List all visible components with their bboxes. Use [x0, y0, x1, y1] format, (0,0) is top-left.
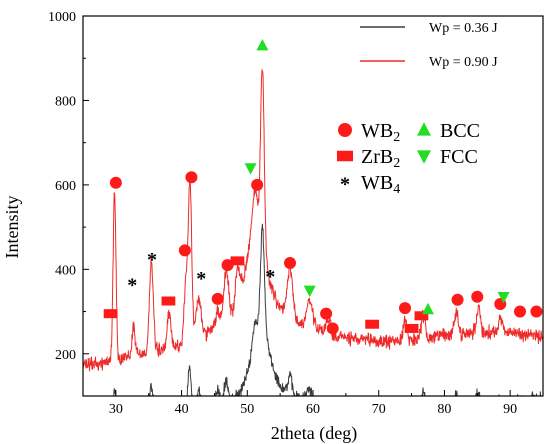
phase-marker-fcc	[244, 163, 257, 175]
legend-marker-bcc	[417, 122, 431, 136]
phase-marker-wb2	[178, 244, 191, 257]
phase-marker-zrb2	[230, 256, 245, 266]
series-legend: Wp = 0.36 J Wp = 0.90 J	[360, 21, 498, 70]
phase-marker-wb4: *	[196, 268, 206, 290]
series-layer	[83, 68, 543, 396]
y-tick-label: 800	[55, 94, 76, 109]
legend-phase-label: BCC	[440, 120, 480, 142]
phase-marker-zrb2	[414, 311, 429, 321]
phase-marker-wb2	[514, 305, 526, 318]
phase-marker-wb2	[326, 322, 339, 335]
legend-label-1: Wp = 0.36 J	[429, 21, 498, 36]
phase-marker-wb2	[320, 307, 333, 320]
legend-phase-label: WB4	[361, 172, 400, 197]
legend-phase-label: FCC	[440, 146, 478, 168]
y-tick-label: 600	[55, 179, 76, 194]
phase-marker-wb2	[451, 293, 464, 306]
phase-marker-wb2	[211, 292, 224, 305]
plot-frame	[82, 15, 544, 397]
phase-marker-wb4: *	[127, 274, 137, 296]
legend-marker-fcc	[417, 150, 431, 164]
phase-marker-bcc	[256, 38, 269, 51]
phase-marker-zrb2	[103, 309, 118, 319]
phase-marker-layer: * * * *	[103, 38, 543, 335]
phase-marker-wb2	[399, 302, 411, 315]
x-tick-label: 70	[372, 402, 386, 417]
phase-marker-wb2	[251, 178, 264, 191]
y-tick-label: 400	[55, 263, 76, 278]
phase-marker-wb2	[185, 171, 198, 184]
phase-marker-wb4: *	[265, 266, 275, 288]
phase-marker-fcc	[303, 285, 316, 298]
x-tick-label: 90	[503, 402, 517, 417]
legend-marker-wb4: *	[340, 173, 350, 195]
y-tick-label: 200	[55, 348, 76, 363]
x-tick-label: 50	[240, 402, 254, 417]
phase-marker-wb4: *	[147, 249, 157, 271]
y-tick-label: 1000	[48, 10, 76, 25]
x-tick-label: 80	[437, 402, 451, 417]
phase-marker-wb2	[530, 305, 543, 318]
legend-marker-wb2	[338, 123, 352, 137]
legend-phase-label: WB2	[361, 120, 400, 145]
phase-marker-zrb2	[161, 296, 176, 306]
x-tick-label: 40	[175, 402, 189, 417]
legend-marker-zrb2	[336, 150, 354, 162]
legend-phase-label: ZrB2	[361, 146, 400, 171]
phase-marker-zrb2	[365, 319, 380, 329]
phase-legend: WB2 BCC ZrB2 FCC * WB4	[336, 120, 480, 197]
legend-label-2: Wp = 0.90 J	[429, 55, 498, 70]
y-axis-label: Intensity	[2, 196, 22, 259]
phase-marker-fcc	[497, 291, 510, 304]
x-tick-label: 30	[109, 402, 123, 417]
series-line-2	[83, 68, 543, 372]
x-axis-label: 2theta (deg)	[271, 423, 357, 444]
x-tick-label: 60	[306, 402, 320, 417]
axis-layer: 30 40 50 60 70 80 90 200 400 600 800 1000	[48, 10, 517, 417]
phase-marker-zrb2	[404, 323, 419, 333]
phase-marker-wb2	[284, 257, 296, 269]
phase-marker-wb2	[109, 176, 122, 189]
phase-marker-bcc	[422, 302, 434, 315]
phase-marker-wb2	[471, 290, 484, 303]
